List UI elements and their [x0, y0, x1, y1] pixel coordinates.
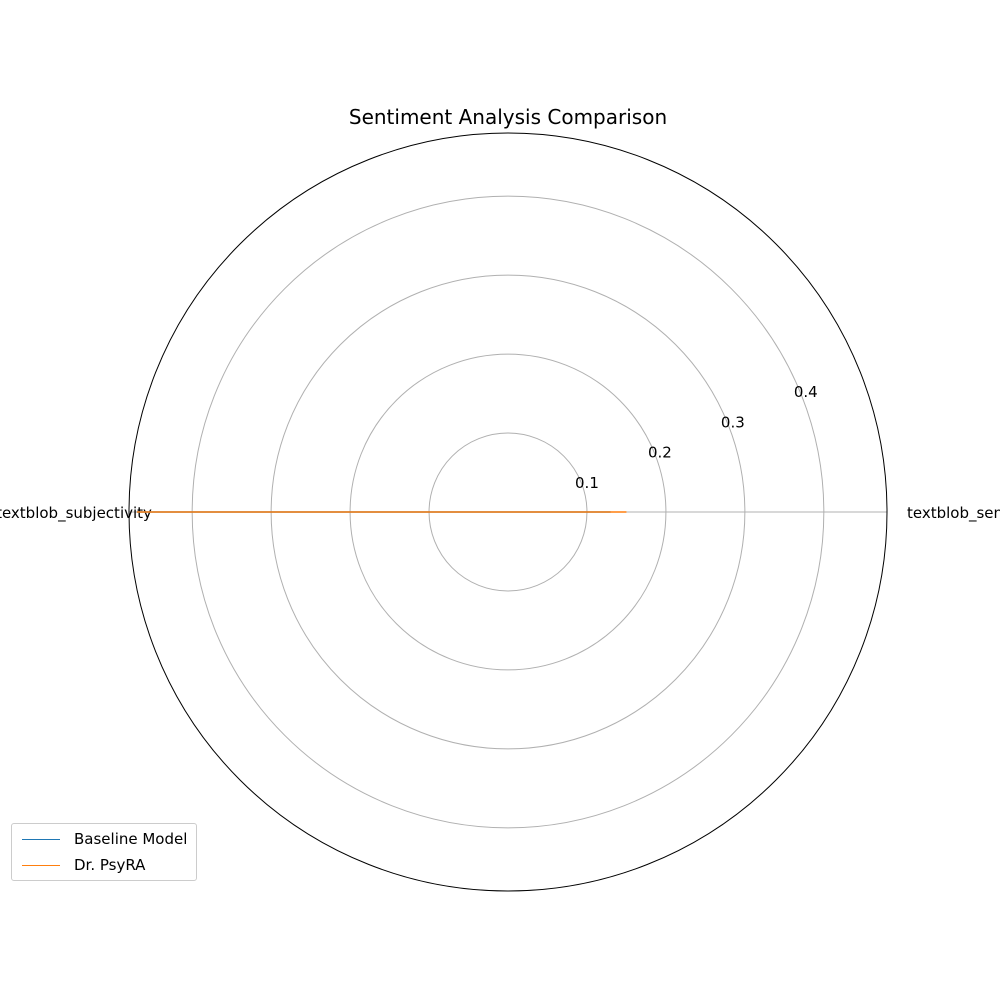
legend-label-baseline: Baseline Model — [74, 830, 188, 848]
legend-item-drpsyra: Dr. PsyRA — [22, 854, 145, 876]
legend-item-baseline: Baseline Model — [22, 828, 187, 850]
radial-tick-label: 0.4 — [794, 383, 818, 401]
chart-title: Sentiment Analysis Comparison — [349, 105, 667, 129]
radial-tick-label: 0.2 — [648, 444, 672, 462]
category-label-textblob-subjectivity: textblob_subjectivity — [0, 504, 152, 523]
legend-swatch-drpsyra — [22, 864, 60, 866]
legend-swatch-baseline — [22, 838, 60, 840]
legend-label-drpsyra: Dr. PsyRA — [74, 856, 146, 874]
polar-frame — [128, 132, 888, 892]
radial-tick-labels: 0.1 0.2 0.3 0.4 — [575, 383, 818, 492]
radial-tick-label: 0.3 — [721, 413, 745, 431]
legend: Baseline Model Dr. PsyRA — [11, 823, 197, 881]
category-label-textblob-sentiment: textblob_sentiment — [907, 504, 1000, 523]
radial-tick-label: 0.1 — [575, 474, 599, 492]
category-labels: textblob_sentiment textblob_subjectivity — [0, 504, 1000, 523]
